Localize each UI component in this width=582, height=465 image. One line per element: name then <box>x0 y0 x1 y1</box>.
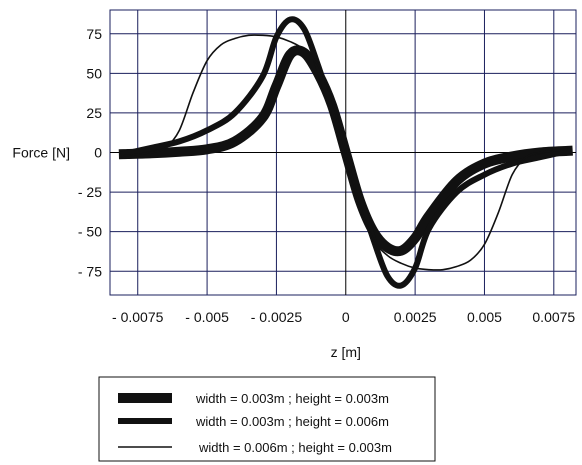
x-tick-labels: - 0.0075 - 0.005 - 0.0025 0 0.0025 0.005 0.007… <box>112 309 575 325</box>
y-tick-label: 75 <box>86 26 102 42</box>
x-tick-label: - 0.0025 <box>251 309 303 325</box>
legend-label-1: width = 0.003m ; height = 0.003m <box>195 391 389 406</box>
x-axis-label: z [m] <box>331 344 361 360</box>
x-tick-label: 0 <box>342 309 350 325</box>
y-tick-label: - 50 <box>78 224 102 240</box>
legend-label-3: width = 0.006m ; height = 0.003m <box>198 440 392 455</box>
legend-label-2: width = 0.003m ; height = 0.006m <box>195 414 389 429</box>
series-line-3 <box>123 34 568 271</box>
y-tick-label: 0 <box>94 145 102 161</box>
x-tick-label: - 0.0075 <box>112 309 164 325</box>
x-tick-label: 0.005 <box>467 309 502 325</box>
y-axis-label: Force [N] <box>12 145 70 161</box>
x-tick-label: 0.0025 <box>394 309 437 325</box>
y-tick-label: 50 <box>86 65 102 81</box>
y-tick-labels: 75 50 25 0 - 25 - 50 - 75 <box>78 26 102 280</box>
y-tick-label: - 75 <box>78 263 102 279</box>
series-lines <box>118 16 573 289</box>
legend: width = 0.003m ; height = 0.003m width = … <box>98 376 436 462</box>
x-tick-label: - 0.005 <box>185 309 229 325</box>
y-tick-label: - 25 <box>78 184 102 200</box>
y-tick-label: 25 <box>86 105 102 121</box>
x-tick-label: 0.0075 <box>532 309 575 325</box>
